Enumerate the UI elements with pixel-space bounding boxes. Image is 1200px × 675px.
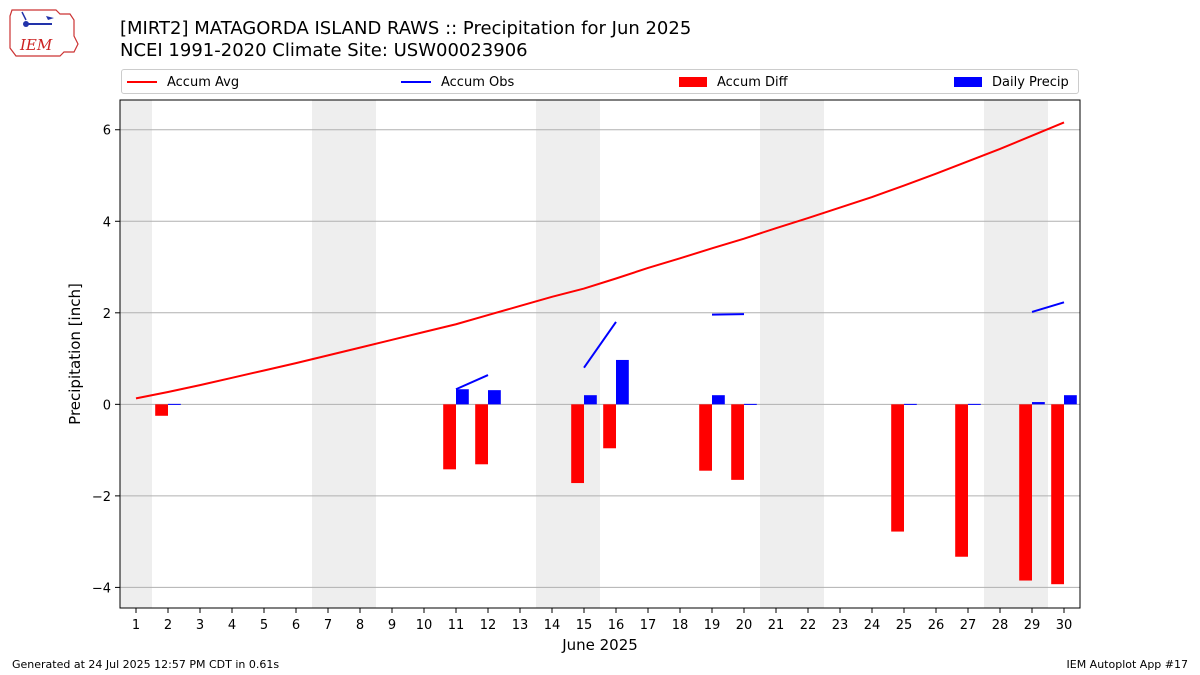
daily-precip-bar bbox=[616, 359, 629, 405]
weekend-shade bbox=[760, 100, 824, 608]
x-tick-label: 2 bbox=[164, 618, 172, 633]
accum-diff-bar bbox=[1051, 404, 1064, 585]
daily-precip-bar bbox=[744, 403, 757, 405]
daily-precip-bar bbox=[168, 403, 181, 405]
legend-item-daily-precip: Daily Precip bbox=[954, 74, 1069, 90]
title-line-1: [MIRT2] MATAGORDA ISLAND RAWS :: Precipi… bbox=[120, 18, 692, 39]
accum-diff-bar bbox=[571, 404, 584, 484]
legend-item-accum-avg: Accum Avg bbox=[127, 74, 239, 90]
x-tick-label: 10 bbox=[416, 618, 433, 633]
y-tick-label: 0 bbox=[103, 398, 111, 413]
x-tick-label: 21 bbox=[768, 618, 785, 633]
x-tick-label: 5 bbox=[260, 618, 268, 633]
x-tick-label: 29 bbox=[1024, 618, 1041, 633]
accum-diff-bar bbox=[699, 404, 712, 471]
x-tick-label: 30 bbox=[1056, 618, 1073, 633]
legend-label-accum-obs: Accum Obs bbox=[441, 74, 515, 90]
x-tick-label: 28 bbox=[992, 618, 1009, 633]
x-tick-label: 26 bbox=[928, 618, 945, 633]
y-tick-label: −2 bbox=[92, 490, 111, 505]
legend-label-accum-diff: Accum Diff bbox=[717, 74, 788, 90]
x-tick-label: 6 bbox=[292, 618, 300, 633]
daily-precip-bar bbox=[1032, 402, 1045, 405]
daily-precip-bar bbox=[1064, 395, 1077, 405]
accum-obs-segment bbox=[1031, 301, 1065, 313]
x-tick-label: 3 bbox=[196, 618, 204, 633]
x-tick-label: 23 bbox=[832, 618, 849, 633]
y-tick-label: −4 bbox=[92, 581, 111, 596]
y-tick-label: 4 bbox=[103, 215, 111, 230]
daily-precip-bar bbox=[712, 395, 725, 405]
x-tick-label: 16 bbox=[608, 618, 625, 633]
chart-title: [MIRT2] MATAGORDA ISLAND RAWS :: Precipi… bbox=[120, 18, 691, 62]
x-tick-label: 18 bbox=[672, 618, 689, 633]
accum-diff-bar bbox=[731, 404, 744, 480]
x-tick-label: 12 bbox=[480, 618, 497, 633]
legend-item-accum-obs: Accum Obs bbox=[401, 74, 514, 90]
accum-avg-line bbox=[135, 121, 1065, 400]
daily-precip-bar bbox=[488, 390, 501, 405]
accum-diff-bar bbox=[955, 404, 968, 557]
y-tick-label: 6 bbox=[103, 124, 111, 139]
weekend-shade bbox=[984, 100, 1048, 608]
legend-swatch-daily-precip bbox=[954, 77, 982, 87]
footer-generated: Generated at 24 Jul 2025 12:57 PM CDT in… bbox=[12, 658, 280, 671]
chart-legend: Accum Avg Accum Obs Accum Diff Daily Pre… bbox=[121, 69, 1079, 94]
footer-app: IEM Autoplot App #17 bbox=[1066, 658, 1189, 671]
legend-item-accum-diff: Accum Diff bbox=[679, 74, 788, 90]
x-tick-label: 14 bbox=[544, 618, 561, 633]
x-tick-label: 9 bbox=[388, 618, 396, 633]
weekend-shade bbox=[120, 100, 152, 608]
x-tick-label: 7 bbox=[324, 618, 332, 633]
weekend-shade bbox=[312, 100, 376, 608]
legend-swatch-accum-obs bbox=[401, 81, 431, 83]
legend-label-daily-precip: Daily Precip bbox=[992, 74, 1069, 90]
x-axis-label: June 2025 bbox=[561, 636, 638, 654]
x-tick-label: 4 bbox=[228, 618, 236, 633]
accum-diff-bar bbox=[891, 404, 904, 532]
accum-diff-bar bbox=[475, 404, 488, 465]
accum-obs-segment bbox=[583, 321, 617, 369]
y-tick-label: 2 bbox=[103, 307, 111, 322]
x-tick-label: 22 bbox=[800, 618, 817, 633]
y-axis-label: Precipitation [inch] bbox=[66, 283, 84, 425]
x-tick-label: 17 bbox=[640, 618, 657, 633]
x-tick-label: 11 bbox=[448, 618, 465, 633]
legend-swatch-accum-diff bbox=[679, 77, 707, 87]
x-tick-label: 1 bbox=[132, 618, 140, 633]
legend-label-accum-avg: Accum Avg bbox=[167, 74, 240, 90]
legend-swatch-accum-avg bbox=[127, 81, 157, 83]
accum-diff-bar bbox=[1019, 404, 1032, 581]
daily-precip-bar bbox=[904, 403, 917, 405]
x-tick-label: 19 bbox=[704, 618, 721, 633]
title-line-2: NCEI 1991-2020 Climate Site: USW00023906 bbox=[120, 40, 528, 61]
daily-precip-bar bbox=[456, 389, 469, 405]
x-tick-label: 8 bbox=[356, 618, 364, 633]
x-tick-label: 15 bbox=[576, 618, 593, 633]
x-tick-label: 25 bbox=[896, 618, 913, 633]
x-tick-label: 13 bbox=[512, 618, 529, 633]
weekend-shade bbox=[536, 100, 600, 608]
daily-precip-bar bbox=[968, 403, 981, 405]
daily-precip-bar bbox=[584, 395, 597, 405]
plot-frame bbox=[119, 99, 1081, 609]
x-tick-label: 20 bbox=[736, 618, 753, 633]
x-tick-label: 27 bbox=[960, 618, 977, 633]
logo-text: IEM bbox=[19, 36, 53, 54]
accum-diff-bar bbox=[155, 404, 168, 416]
accum-diff-bar bbox=[603, 404, 616, 449]
accum-obs-segment bbox=[455, 374, 489, 391]
iem-logo: IEM bbox=[9, 9, 79, 57]
x-tick-label: 24 bbox=[864, 618, 881, 633]
accum-diff-bar bbox=[443, 404, 456, 470]
